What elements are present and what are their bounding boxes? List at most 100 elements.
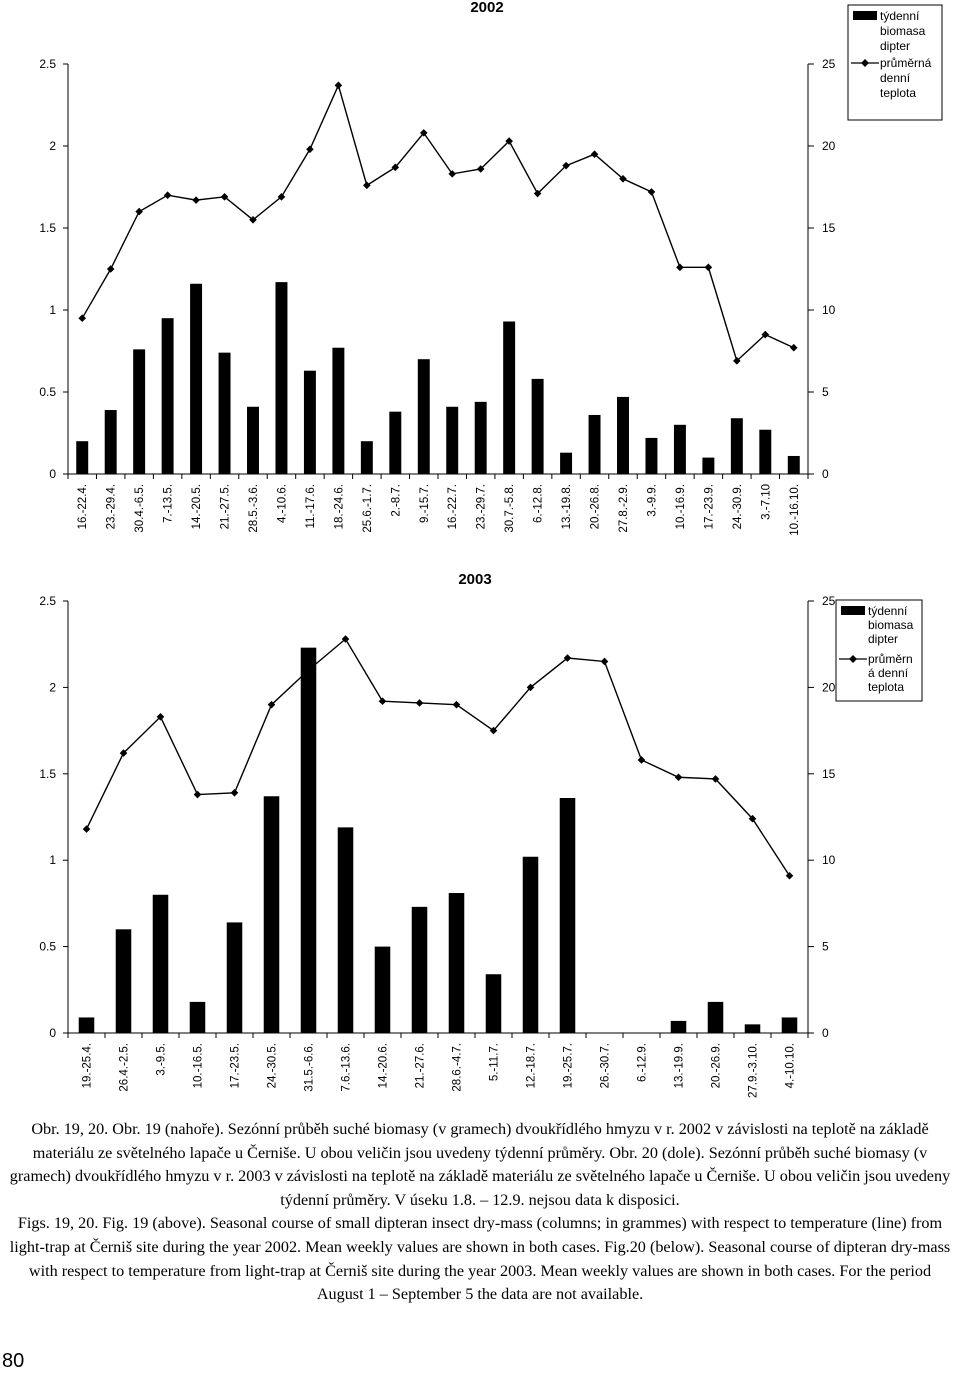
- x-category-label: 14.-20.6.: [378, 1043, 390, 1088]
- temperature-point: [704, 263, 713, 272]
- temperature-point: [119, 749, 128, 757]
- x-category-label: 3.-9.5.: [156, 1043, 168, 1076]
- temperature-point: [419, 129, 428, 137]
- x-category-label: 6.-12.8.: [533, 484, 545, 523]
- x-category-label: 14.-20.5.: [191, 484, 203, 529]
- left-tick-label: 1: [49, 303, 56, 317]
- legend-temperature-label: průměrn: [868, 652, 913, 666]
- biomass-bar: [781, 1017, 798, 1033]
- temperature-point: [220, 193, 229, 201]
- temperature-point: [748, 814, 757, 823]
- biomass-bar: [559, 797, 576, 1033]
- legend-biomass-label: dipter: [880, 39, 910, 53]
- temperature-point: [562, 161, 570, 170]
- x-category-label: 7.6.-13.6.: [341, 1043, 353, 1092]
- x-category-label: 6.-12.9.: [637, 1043, 649, 1082]
- x-category-label: 21.-27.6.: [415, 1043, 427, 1088]
- chart-2003: 2003 0 0.5 1 1.5 2 2.5 0 5 10 15 20 25 19.-25.4. 26.4.…: [0, 568, 960, 1113]
- figure-caption: Obr. 19, 20. Obr. 19 (nahoře). Sezónní p…: [8, 1118, 952, 1307]
- left-tick-label: 1: [49, 853, 56, 867]
- legend-box: [835, 599, 923, 702]
- temperature-point: [489, 726, 498, 735]
- right-tick-label: 20: [822, 680, 836, 694]
- left-tick-label: 1.5: [39, 767, 56, 781]
- biomass-bar: [76, 441, 89, 474]
- biomass-bar: [360, 441, 373, 474]
- biomass-bar: [337, 827, 354, 1033]
- chart-2002: 2002 0 0.5 1 1.5 2 2.5 0 5 10 15 20 25 16.-22.4. 23.-2…: [0, 0, 960, 560]
- x-category-label: 20.-26.8.: [590, 484, 602, 529]
- temperature-point: [647, 188, 656, 196]
- legend-temperature-label: denní: [880, 71, 911, 85]
- x-category-label: 17.-23.9.: [703, 484, 715, 529]
- temperature-point: [277, 193, 286, 201]
- biomass-bar: [522, 856, 539, 1033]
- temperature-point: [391, 163, 400, 172]
- x-category-label: 9.-15.7.: [419, 484, 431, 523]
- temperature-point: [267, 700, 276, 709]
- x-category-label: 21.-27.5.: [220, 484, 232, 529]
- right-tick-label: 15: [822, 221, 836, 235]
- legend-bar-swatch: [841, 606, 865, 615]
- biomass-bar: [673, 424, 686, 474]
- temperature-point: [619, 175, 627, 183]
- temperature-point: [378, 697, 387, 706]
- legend-temperature-label: teplota: [880, 86, 916, 100]
- temperature-point: [563, 654, 572, 662]
- temperature-point: [637, 756, 646, 764]
- x-category-label: 10.-16.10.: [789, 484, 801, 536]
- biomass-bar: [389, 411, 402, 474]
- x-category-label: 19.-25.7.: [563, 1043, 575, 1088]
- biomass-bar: [474, 401, 487, 474]
- left-tick-label: 0: [49, 1026, 56, 1040]
- legend-temperature-label: teplota: [868, 680, 904, 694]
- x-category-label: 31.5.-6.6.: [304, 1043, 316, 1092]
- x-category-label: 30.4.-6.5.: [134, 484, 146, 533]
- biomass-bar: [247, 406, 259, 474]
- biomass-bar: [303, 370, 316, 474]
- biomass-bar: [617, 396, 629, 474]
- x-category-label: 3.-7.10: [760, 484, 772, 520]
- temperature-point: [505, 137, 513, 145]
- x-category-label: 30.7.-5.8.: [504, 484, 516, 533]
- x-category-label: 4.-10.6.: [276, 484, 288, 523]
- biomass-bar: [300, 647, 317, 1033]
- chart-svg: 2003 0 0.5 1 1.5 2 2.5 0 5 10 15 20 25 19.-25.4. 26.4.…: [39, 571, 923, 1098]
- x-category-label: 10.-16.9.: [675, 484, 687, 529]
- temperature-point: [334, 81, 343, 90]
- x-category-label: 24.-30.5.: [267, 1043, 279, 1088]
- x-category-label: 5.-11.7.: [489, 1043, 501, 1081]
- biomass-bar: [759, 429, 772, 474]
- temperature-point: [761, 330, 770, 339]
- temperature-point: [415, 699, 424, 707]
- biomass-bar: [417, 359, 430, 474]
- x-category-label: 24.-30.9.: [732, 484, 744, 529]
- x-category-label: 4.-10.10.: [785, 1043, 797, 1088]
- biomass-bar: [78, 1017, 95, 1033]
- left-tick-label: 2.5: [39, 594, 56, 608]
- biomass-bar: [152, 894, 169, 1033]
- x-category-label: 11.-17.6.: [305, 484, 317, 529]
- x-category-label: 27.9.-3.10.: [748, 1043, 760, 1098]
- left-tick-label: 2: [49, 139, 56, 153]
- right-tick-label: 10: [822, 303, 836, 317]
- legend-biomass-label: týdenní: [868, 604, 908, 618]
- biomass-bar: [531, 378, 544, 474]
- temperature-point: [526, 683, 535, 692]
- biomass-bar: [730, 418, 743, 474]
- temperature-line: [85, 637, 791, 877]
- biomass-bar: [448, 893, 465, 1033]
- temperature-point: [785, 871, 794, 880]
- biomass-bar: [485, 974, 502, 1033]
- biomass-bar: [446, 406, 459, 474]
- right-tick-label: 0: [822, 467, 829, 481]
- biomass-bar: [645, 437, 658, 474]
- x-category-label: 20.-26.9.: [711, 1043, 723, 1088]
- right-tick-label: 5: [822, 940, 829, 954]
- biomass-bar: [190, 283, 203, 474]
- right-tick-label: 25: [822, 594, 836, 608]
- x-category-label: 23.-29.7.: [476, 484, 488, 529]
- x-category-label: 26.4.-2.5.: [119, 1043, 131, 1092]
- legend-biomass-label: dipter: [868, 632, 898, 646]
- temperature-point: [448, 170, 457, 178]
